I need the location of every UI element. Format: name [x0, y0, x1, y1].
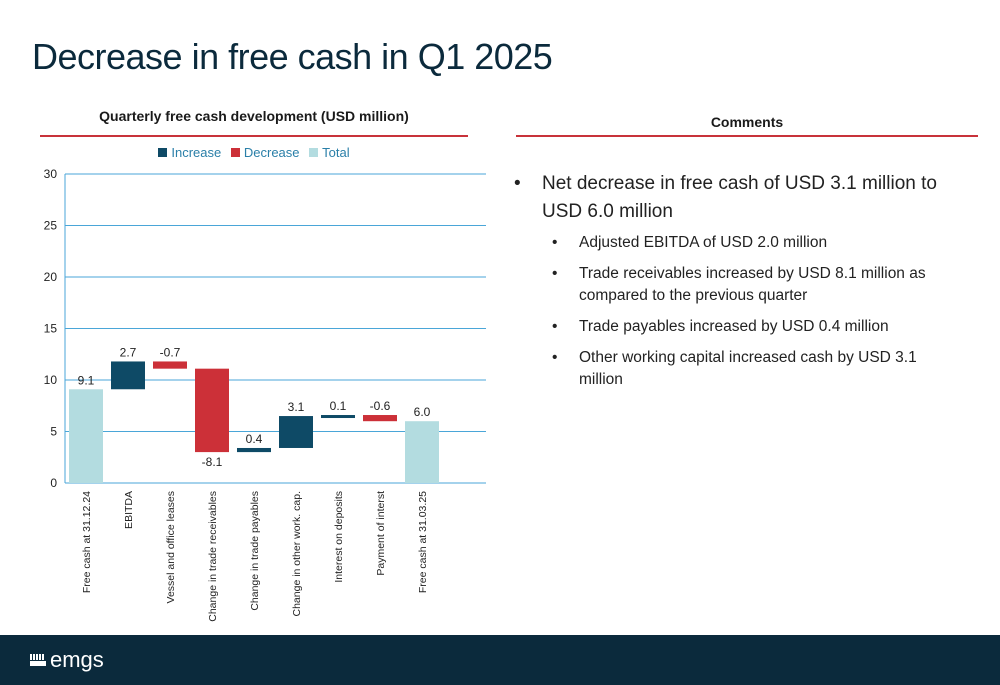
- comments-title-rule: [516, 135, 978, 137]
- y-tick-label: 30: [44, 167, 58, 181]
- bar-value-label: 0.4: [246, 432, 263, 446]
- bar-value-label: 9.1: [78, 373, 95, 387]
- waterfall-chart: 0 5 10 15 20 25 30 9.1 Free cash at 31.12.24 2.7 E…: [44, 167, 486, 622]
- x-category-label: Change in trade payables: [249, 491, 261, 611]
- page-title: Decrease in free cash in Q1 2025: [32, 36, 553, 77]
- legend-label-increase: Increase: [171, 145, 222, 160]
- x-category-label: Payment of interst: [375, 491, 387, 576]
- legend-item-increase: Increase: [158, 145, 221, 160]
- bar-increase: [111, 361, 145, 390]
- bar-value-label: -8.1: [202, 455, 223, 469]
- bar-total: [69, 389, 103, 483]
- legend-item-total: Total: [309, 145, 350, 160]
- x-category-label: EBITDA: [123, 491, 135, 529]
- y-tick-label: 20: [44, 270, 58, 284]
- brand-name: emgs: [50, 647, 104, 672]
- bar-increase: [279, 416, 313, 448]
- y-tick-label: 5: [50, 425, 57, 439]
- comments-title: Comments: [710, 114, 784, 130]
- bar-decrease: [363, 415, 397, 422]
- bar-value-label: -0.6: [370, 399, 391, 413]
- chart-title: Quarterly free cash development (USD mil…: [99, 108, 409, 124]
- brand-mark-icon: [30, 654, 46, 666]
- y-tick-label: 0: [50, 476, 57, 490]
- chart-title-rule: [40, 135, 468, 137]
- legend-swatch-total: [309, 148, 319, 157]
- comment-bullet: Net decrease in free cash of USD 3.1 mil…: [512, 170, 952, 226]
- brand-logo: emgs: [30, 647, 104, 673]
- x-category-label: Interest on deposits: [333, 491, 345, 583]
- bar-value-label: 2.7: [120, 345, 137, 359]
- bar-total: [405, 421, 439, 483]
- x-category-label: Vessel and office leases: [165, 491, 177, 603]
- legend-item-decrease: Decrease: [230, 145, 300, 160]
- bar-decrease: [195, 368, 229, 453]
- bar-value-label: 6.0: [414, 405, 431, 419]
- y-tick-label: 15: [44, 322, 58, 336]
- x-category-label: Free cash at 31.03.25: [417, 491, 429, 593]
- comment-sub-bullet: Trade payables increased by USD 0.4 mill…: [512, 316, 952, 338]
- comments-list: Net decrease in free cash of USD 3.1 mil…: [512, 170, 952, 400]
- footer-bar: emgs: [0, 635, 1000, 685]
- x-category-label: Free cash at 31.12.24: [81, 491, 93, 593]
- legend-label-decrease: Decrease: [243, 145, 300, 160]
- y-tick-label: 25: [44, 219, 58, 233]
- chart-legend: Increase Decrease Total: [40, 145, 468, 160]
- x-category-label: Change in other work. cap.: [291, 491, 303, 617]
- x-category-label: Change in trade receivables: [207, 491, 219, 622]
- comment-sub-bullet: Other working capital increased cash by …: [512, 347, 952, 391]
- bar-value-label: 0.1: [330, 399, 347, 413]
- bar-increase: [237, 447, 271, 453]
- legend-label-total: Total: [322, 145, 350, 160]
- bar-decrease: [153, 361, 187, 369]
- bar-value-label: -0.7: [160, 345, 181, 359]
- bar-increase: [321, 415, 355, 419]
- legend-swatch-increase: [158, 148, 168, 157]
- y-tick-label: 10: [44, 373, 58, 387]
- bar-value-label: 3.1: [288, 400, 305, 414]
- comment-sub-bullet: Trade receivables increased by USD 8.1 m…: [512, 263, 952, 307]
- comment-sub-bullet: Adjusted EBITDA of USD 2.0 million: [512, 232, 952, 254]
- legend-swatch-decrease: [230, 148, 240, 157]
